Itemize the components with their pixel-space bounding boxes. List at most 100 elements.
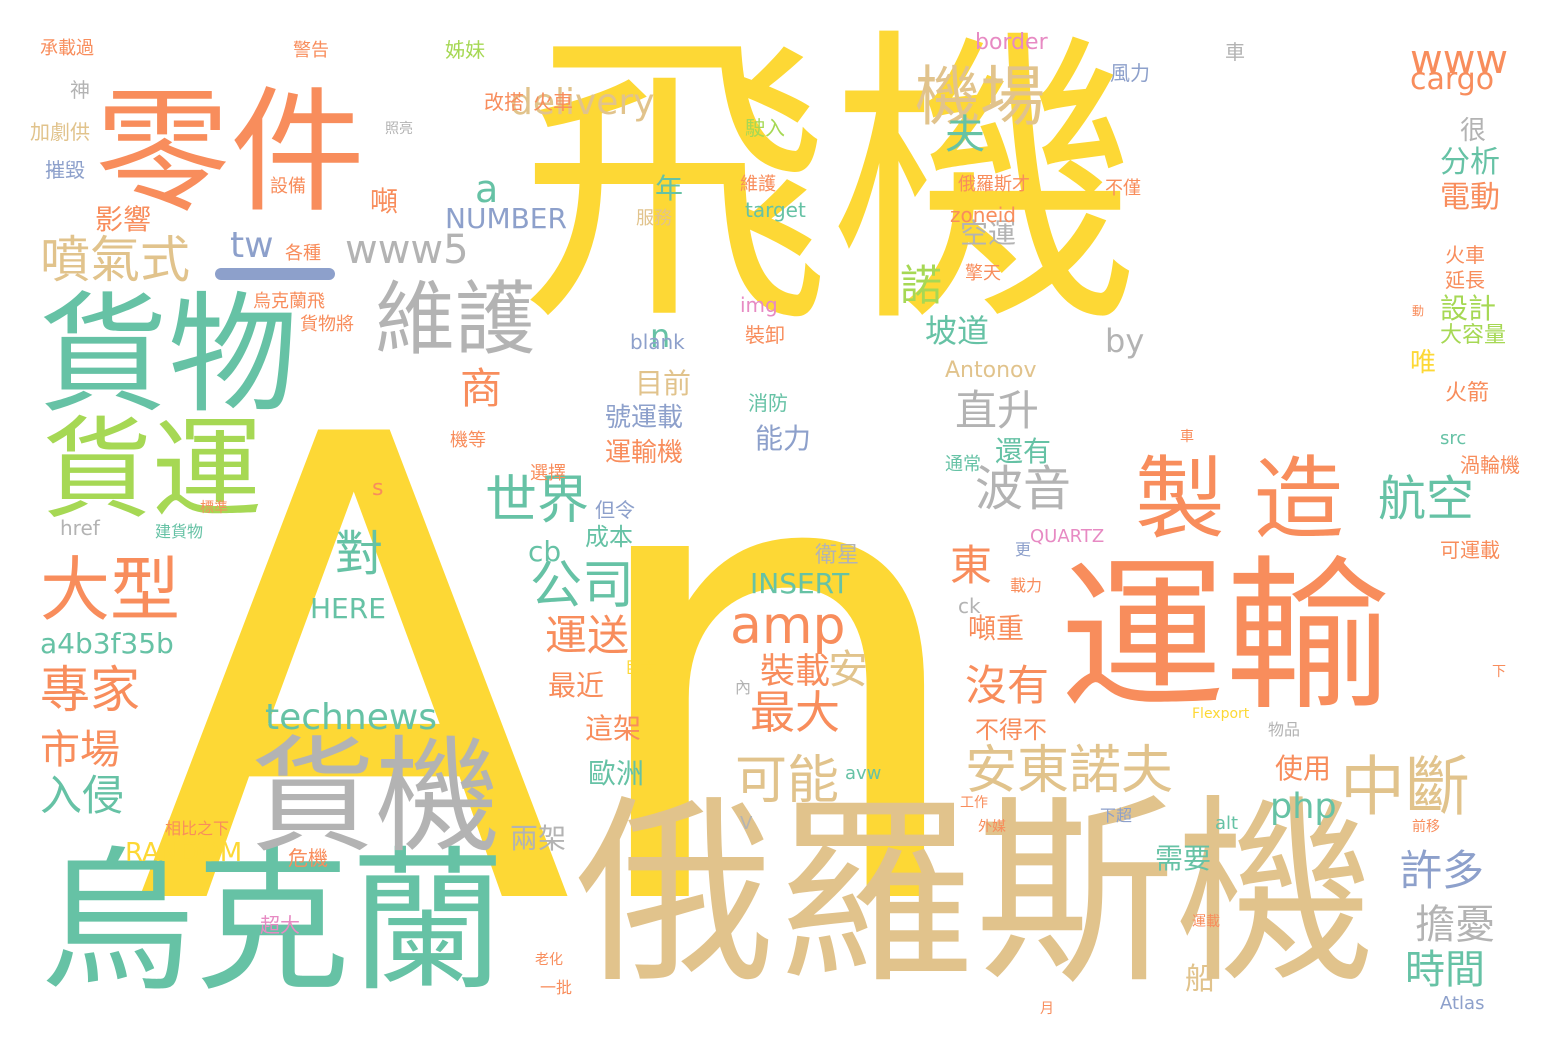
word-hangkong: 航空 xyxy=(1378,471,1475,527)
word-zhuangzai: 裝載 xyxy=(760,652,831,692)
word-zhanjiao: 建貨物 xyxy=(155,522,204,541)
word-nuo: 諾 xyxy=(900,261,943,310)
word-wupin: 物品 xyxy=(1268,720,1301,739)
word-blank: blank xyxy=(630,330,685,354)
word-zuida: 最大 xyxy=(750,686,841,739)
word-technews: technews xyxy=(265,697,438,738)
word-yunsong: 運送 xyxy=(545,611,630,660)
word-www: www xyxy=(1410,37,1509,83)
word-xiaofang: 消防 xyxy=(748,391,788,415)
word-dun: 噸 xyxy=(370,185,399,218)
word-yanchang: 延長 xyxy=(1445,268,1485,292)
word-jichang: 機場 xyxy=(915,60,1046,135)
word-n: n xyxy=(650,317,671,355)
word-jingao: 警告 xyxy=(293,40,329,61)
word-wei: 唯 xyxy=(1410,348,1437,378)
word-an: An xyxy=(135,302,979,1047)
word-chuan: 船 xyxy=(1185,962,1215,997)
word-nian: 年 xyxy=(655,172,684,205)
word-xiangbizhixia: 相比之下 xyxy=(165,819,230,838)
word-a: a xyxy=(475,167,499,211)
word-zuijin: 最近 xyxy=(548,669,605,702)
word-meiyou: 沒有 xyxy=(965,661,1050,710)
word-zoneid: zoneid xyxy=(950,203,1016,227)
word-fuxing: 衛星 xyxy=(815,543,860,568)
word-wolunji: 渦輪機 xyxy=(1460,453,1520,477)
word-podao: 坡道 xyxy=(925,312,990,350)
word-ck: ck xyxy=(958,594,981,618)
word-img: img xyxy=(740,293,778,317)
word-sheji: 設計 xyxy=(1440,292,1497,325)
word-elsicai: 俄羅斯才 xyxy=(958,174,1030,195)
word-yunshu: 運輸 xyxy=(1060,541,1390,733)
word-dunzhong: 噸重 xyxy=(968,612,1025,645)
word-NUMBER: NUMBER xyxy=(445,202,567,235)
word-cargo: cargo xyxy=(1410,62,1495,97)
word-shichang: 市場 xyxy=(40,727,120,773)
word-dongjiang: 動 xyxy=(1412,304,1425,318)
word-alt: alt xyxy=(1215,813,1239,834)
word-xuyao: 需要 xyxy=(1155,842,1212,875)
word-feiji: 飛機 xyxy=(520,4,1140,365)
word-avw: avw xyxy=(845,763,882,784)
word-boyin: 波音 xyxy=(975,461,1072,517)
word-an2: 安 xyxy=(828,647,868,693)
word-Atlas: Atlas xyxy=(1440,993,1485,1014)
word-by: by xyxy=(1105,322,1145,360)
word-zhizao: 製 造 xyxy=(1135,447,1344,552)
word-juda: 巨大 xyxy=(625,658,658,677)
word-huoche: 火車 xyxy=(1445,243,1485,267)
word-fu: 夫 xyxy=(945,112,985,158)
word-tongchang: 通常 xyxy=(945,454,981,475)
word-diandong: 電動 xyxy=(1440,180,1500,215)
word-danyou: 擔憂 xyxy=(1415,902,1495,948)
word-zhejia: 這架 xyxy=(585,712,642,745)
word-shen: 神 xyxy=(70,78,90,102)
word-fenxi: 分析 xyxy=(1440,145,1500,180)
word-ouzhou: 歐洲 xyxy=(588,757,645,790)
word-qianyi: 前移 xyxy=(1412,819,1440,835)
word-weiji: 危機 xyxy=(288,846,328,870)
underscore-dash xyxy=(215,268,335,280)
word-gongzuo: 工作 xyxy=(960,795,988,811)
word-yue: 月 xyxy=(1040,1001,1054,1017)
word-zimei: 姊妹 xyxy=(445,38,485,62)
word-zhisheng: 直升 xyxy=(955,386,1040,435)
word-lingjian: 零件 xyxy=(95,74,365,231)
word-border: border xyxy=(975,30,1048,55)
word-href: href xyxy=(60,516,100,540)
word-dong: 東 xyxy=(950,541,993,590)
word-shang: 商 xyxy=(460,364,503,413)
word-jiaotian: 擎天 xyxy=(965,263,1001,284)
word-yingxiang: 影響 xyxy=(95,203,152,236)
word-shijian: 時間 xyxy=(1405,947,1485,993)
word-che2: 車 xyxy=(1180,429,1194,445)
word-amp: amp xyxy=(730,596,846,656)
word-QUARTZ: QUARTZ xyxy=(1030,526,1105,547)
word-penqishi: 噴氣式 xyxy=(40,231,190,289)
word-zhongduan: 中斷 xyxy=(1340,750,1471,825)
word-RANDOM: RANDOM xyxy=(125,838,243,868)
word-tw: tw xyxy=(230,225,274,266)
word-dui: 對 xyxy=(335,526,384,582)
word-cuihui: 摧毀 xyxy=(45,158,85,182)
word-andongnuofu: 安東諾夫 xyxy=(965,741,1174,801)
word-keneng: 可能 xyxy=(735,751,840,811)
word-INSERT: INSERT xyxy=(750,567,850,600)
word-zairli: 載力 xyxy=(1010,576,1043,595)
word-haoyunzai: 號運載 xyxy=(605,403,684,433)
word-buyidebu: 不得不 xyxy=(975,716,1047,744)
word-wukelan: 烏克蘭 xyxy=(40,832,505,1013)
word-waimai: 外媒 xyxy=(978,819,1006,835)
word-gaida: 改搭 xyxy=(484,90,524,114)
word-cb: cb xyxy=(528,535,562,568)
word-hen: 很 xyxy=(1460,116,1487,146)
word-kongyun: 空運 xyxy=(960,217,1017,250)
word-shebei: 設備 xyxy=(270,176,306,197)
word-keyunzai: 可運載 xyxy=(1440,538,1500,562)
word-geng: 更 xyxy=(1015,540,1032,559)
word-target: target xyxy=(745,198,806,222)
word-src: src xyxy=(1440,428,1467,449)
word-shiyong: 使用 xyxy=(1275,752,1332,785)
